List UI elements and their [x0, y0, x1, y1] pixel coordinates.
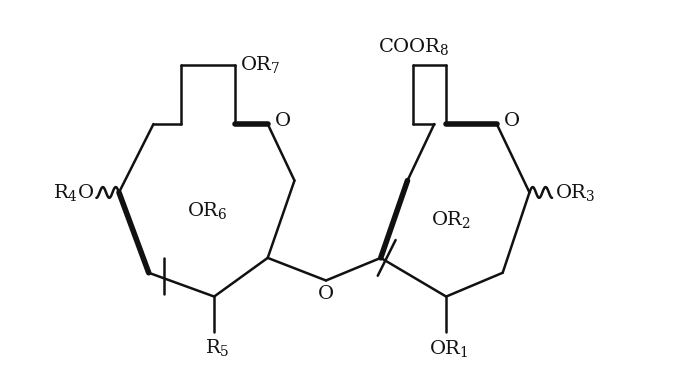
- Text: $\mathregular{OR_2}$: $\mathregular{OR_2}$: [431, 209, 471, 230]
- Text: $\mathregular{R_5}$: $\mathregular{R_5}$: [205, 336, 229, 358]
- Text: $\mathregular{OR_3}$: $\mathregular{OR_3}$: [555, 182, 596, 203]
- Text: $\mathregular{OR_1}$: $\mathregular{OR_1}$: [429, 338, 469, 360]
- Text: O: O: [318, 285, 334, 303]
- Text: O: O: [504, 112, 520, 130]
- Text: $\mathregular{OR_6}$: $\mathregular{OR_6}$: [187, 200, 228, 221]
- Text: $\mathregular{COOR_8}$: $\mathregular{COOR_8}$: [377, 37, 449, 57]
- Text: O: O: [275, 112, 291, 130]
- Text: $\mathregular{R_4O}$: $\mathregular{R_4O}$: [53, 182, 94, 203]
- Text: $\mathregular{OR_7}$: $\mathregular{OR_7}$: [240, 54, 280, 75]
